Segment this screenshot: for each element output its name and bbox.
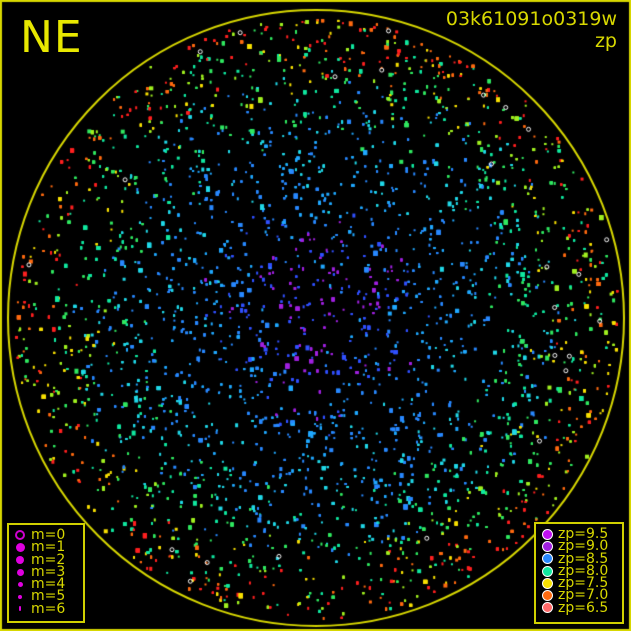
magnitude-symbol-icon bbox=[9, 568, 31, 576]
magnitude-legend-item: m=3 bbox=[9, 563, 83, 580]
magnitude-legend-item: m=5 bbox=[9, 588, 83, 605]
magnitude-legend-item: m=6 bbox=[9, 600, 83, 617]
magnitude-symbol-icon bbox=[9, 581, 31, 587]
magnitude-label: m=3 bbox=[31, 563, 66, 580]
zp-label: zp=6.5 bbox=[558, 599, 609, 616]
magnitude-legend-item: m=4 bbox=[9, 576, 83, 593]
magnitude-symbol-icon bbox=[9, 555, 31, 564]
magnitude-label: m=0 bbox=[31, 527, 66, 543]
zp-label: zp=7.0 bbox=[558, 587, 609, 604]
zp-legend-item: zp=9.0 bbox=[536, 538, 622, 555]
magnitude-legend-item: m=1 bbox=[9, 539, 83, 556]
magnitude-label: m=1 bbox=[31, 539, 66, 556]
zp-label: zp=8.0 bbox=[558, 562, 609, 579]
zp-color-swatch-icon bbox=[536, 553, 558, 565]
zp-legend-item: zp=8.5 bbox=[536, 550, 622, 567]
magnitude-symbol-icon bbox=[9, 542, 31, 552]
image-id: 03k61091o0319w bbox=[445, 8, 617, 30]
magnitude-symbol-icon bbox=[9, 594, 31, 599]
zp-legend: zp=9.5 zp=9.0 zp=8.5 zp=8.0 zp=7.5 zp=7.0 zp=6… bbox=[534, 522, 624, 624]
magnitude-label: m=4 bbox=[31, 576, 66, 593]
zp-legend-item: zp=8.0 bbox=[536, 562, 622, 579]
zp-color-swatch-icon bbox=[536, 577, 558, 589]
zp-label: zp=7.5 bbox=[558, 575, 609, 592]
zp-legend-item: zp=6.5 bbox=[536, 599, 622, 616]
magnitude-label: m=2 bbox=[31, 551, 66, 568]
zp-label: zp=8.5 bbox=[558, 550, 609, 567]
plot-title: 03k61091o0319w zp bbox=[446, 8, 617, 52]
zp-legend-item: zp=7.5 bbox=[536, 575, 622, 592]
zp-legend-item: zp=7.0 bbox=[536, 587, 622, 604]
zp-label: zp=9.0 bbox=[558, 538, 609, 555]
zp-color-swatch-icon bbox=[536, 565, 558, 577]
zp-legend-item: zp=9.5 bbox=[536, 526, 622, 542]
zp-label: zp=9.5 bbox=[558, 526, 609, 542]
zp-color-swatch-icon bbox=[536, 602, 558, 614]
magnitude-label: m=6 bbox=[31, 600, 66, 617]
zp-color-swatch-icon bbox=[536, 590, 558, 602]
quantity-label: zp bbox=[594, 30, 617, 52]
zp-color-swatch-icon bbox=[536, 528, 558, 540]
magnitude-legend-item: m=0 bbox=[9, 527, 83, 543]
magnitude-label: m=5 bbox=[31, 588, 66, 605]
magnitude-symbol-icon bbox=[9, 530, 31, 541]
magnitude-legend-item: m=2 bbox=[9, 551, 83, 568]
zp-color-swatch-icon bbox=[536, 540, 558, 552]
direction-label: NE bbox=[20, 12, 83, 63]
magnitude-symbol-icon bbox=[9, 606, 31, 612]
magnitude-legend: m=0 m=1 m=2 m=3 m=4 m=5 m=6 bbox=[7, 523, 85, 623]
